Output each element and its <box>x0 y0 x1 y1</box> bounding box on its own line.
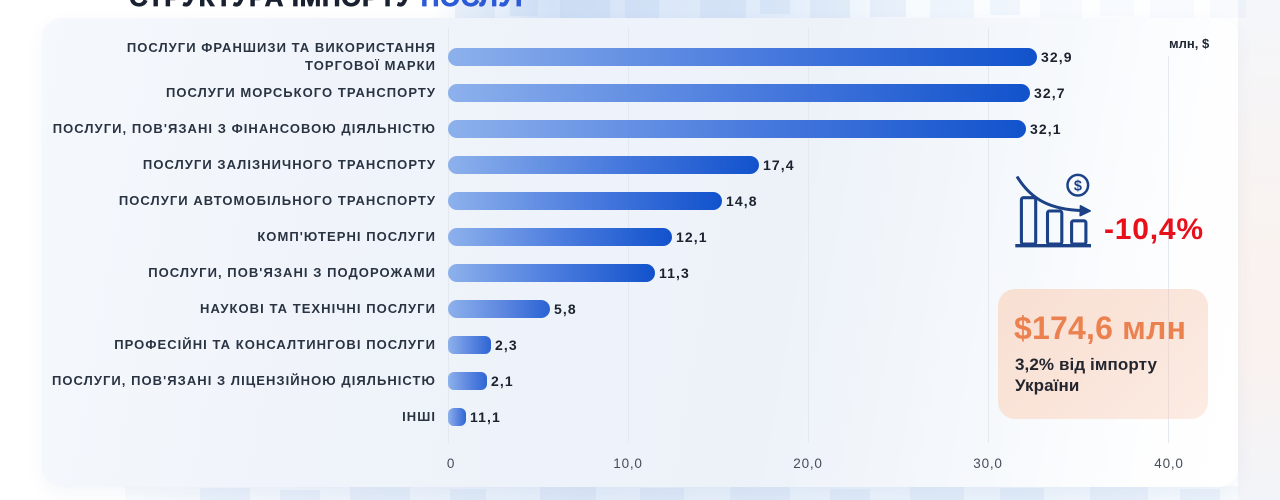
svg-text:$: $ <box>1074 179 1082 195</box>
